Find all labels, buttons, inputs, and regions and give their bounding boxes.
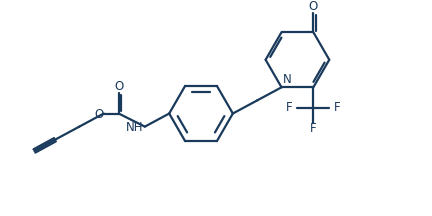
Text: NH: NH: [125, 121, 143, 134]
Text: F: F: [286, 101, 293, 114]
Text: N: N: [283, 73, 291, 86]
Text: F: F: [334, 101, 340, 114]
Text: O: O: [309, 0, 318, 13]
Text: O: O: [94, 108, 104, 121]
Text: O: O: [114, 80, 123, 93]
Text: F: F: [310, 122, 317, 135]
